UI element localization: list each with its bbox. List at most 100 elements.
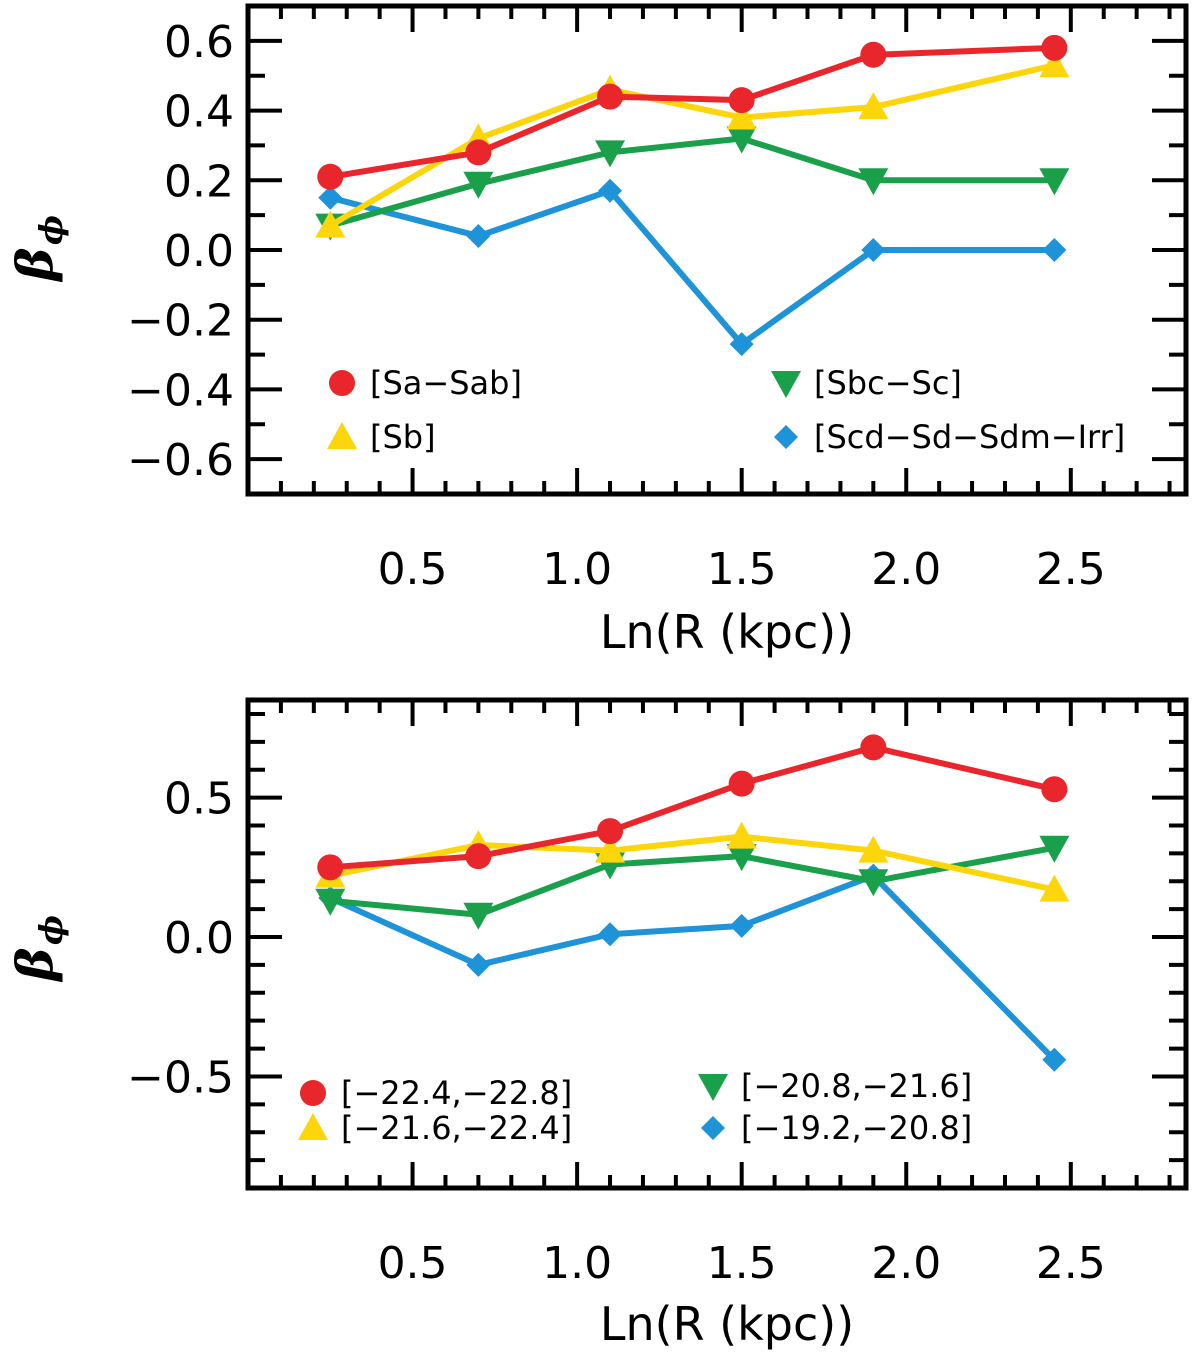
x-tick-label: 2.5 <box>1036 1238 1106 1289</box>
series-3 <box>318 863 1067 1072</box>
y-tick-label: 0.6 <box>164 17 234 68</box>
data-point <box>728 770 755 797</box>
data-point <box>598 178 623 203</box>
legend-item: [−19.2,−20.8] <box>701 1109 972 1147</box>
axis-ticks <box>248 700 1186 1190</box>
legend-label: [−20.8,−21.6] <box>741 1067 972 1105</box>
series-0 <box>317 734 1068 881</box>
data-point <box>729 332 754 357</box>
x-tick-label: 0.5 <box>378 544 448 595</box>
data-point <box>466 952 491 977</box>
legend-marker <box>698 1074 728 1101</box>
legend-label: [Sbc−Sc] <box>814 364 962 402</box>
y-axis-title: βϕ <box>5 915 70 983</box>
data-point <box>465 843 492 870</box>
legend-item: [−22.4,−22.8] <box>300 1074 572 1112</box>
x-axis-title: Ln(R (kpc)) <box>600 605 854 659</box>
x-tick-label: 2.0 <box>871 544 941 595</box>
x-tick-label: 1.5 <box>707 544 777 595</box>
legend: [Sa−Sab] [Sb] [Sbc−Sc] [Scd−Sd−Sdm−Irr] <box>327 364 1125 456</box>
data-point <box>597 818 624 845</box>
y-tick-label: 0.0 <box>164 913 234 964</box>
data-point <box>315 888 346 916</box>
data-point <box>726 126 757 154</box>
data-point <box>317 854 344 881</box>
data-point <box>858 835 889 863</box>
data-point <box>1039 874 1070 902</box>
data-point <box>598 922 623 947</box>
bottom-panel: 0.5 1.0 1.5 2.0 2.5 −0.5 0.0 0.5 Ln(R (kpc)) βϕ [−… <box>5 697 1189 1351</box>
data-point <box>858 869 889 897</box>
data-point <box>860 41 887 68</box>
series-line <box>329 833 1055 893</box>
y-tick-label: −0.2 <box>127 296 234 347</box>
series-line <box>329 187 1055 348</box>
data-point <box>315 210 346 238</box>
data-point <box>595 835 626 863</box>
legend-item: [Sbc−Sc] <box>771 364 962 402</box>
axis-ticks <box>248 4 1186 494</box>
data-point <box>858 92 889 120</box>
y-tick-label: −0.4 <box>127 365 234 416</box>
legend-item: [Sb] <box>327 418 436 456</box>
y-axis-symbol: β <box>5 247 64 282</box>
y-tick-label: 0.0 <box>164 226 234 277</box>
x-tick-label: 1.0 <box>542 1238 612 1289</box>
series-2 <box>315 835 1070 930</box>
legend-label: [−22.4,−22.8] <box>341 1074 572 1112</box>
data-point <box>463 902 494 930</box>
y-axis-title: βϕ <box>5 215 70 283</box>
y-axis-subscript: ϕ <box>32 915 70 945</box>
y-tick-label: −0.6 <box>127 435 234 486</box>
data-point <box>595 140 626 168</box>
legend-marker <box>329 370 355 396</box>
data-point <box>466 224 491 249</box>
series-0 <box>317 34 1068 190</box>
data-point <box>1042 238 1067 262</box>
series-3 <box>318 178 1067 357</box>
legend: [−22.4,−22.8][−21.6,−22.4] [−20.8,−21.6] [… <box>298 1067 972 1147</box>
data-point <box>858 168 889 196</box>
series-line <box>329 44 1055 180</box>
legend-label: [Sa−Sab] <box>370 364 522 402</box>
data-point <box>317 163 344 190</box>
legend-label: [Scd−Sd−Sdm−Irr] <box>814 418 1125 456</box>
series-line <box>329 844 1055 918</box>
legend-marker <box>701 1116 725 1140</box>
legend-label: [Sb] <box>370 418 436 456</box>
data-point <box>726 844 757 872</box>
legend-item: [−20.8,−21.6] <box>698 1067 972 1105</box>
legend-label: [−21.6,−22.4] <box>341 1109 572 1147</box>
legend-marker <box>300 1080 326 1106</box>
series-line <box>329 135 1055 229</box>
series-line <box>330 744 1056 871</box>
data-point <box>861 238 886 262</box>
data-point <box>1039 835 1070 863</box>
data-point <box>1039 168 1070 196</box>
legend-item: [Scd−Sd−Sdm−Irr] <box>774 418 1125 456</box>
legend-marker <box>771 371 801 398</box>
data-point <box>1041 34 1068 61</box>
legend-label: [−19.2,−20.8] <box>741 1109 972 1147</box>
legend-item: [−21.6,−22.4] <box>298 1109 572 1147</box>
data-point <box>729 913 754 938</box>
legend-item: [Sa−Sab] <box>329 364 522 402</box>
data-point <box>726 821 757 849</box>
x-tick-label: 0.5 <box>378 1238 448 1289</box>
data-point <box>463 171 494 199</box>
data-point <box>1039 50 1070 78</box>
y-tick-label: −0.5 <box>127 1052 234 1103</box>
y-axis-subscript: ϕ <box>32 215 70 245</box>
legend-marker <box>298 1113 328 1140</box>
y-tick-label: 0.2 <box>164 156 234 207</box>
data-point <box>726 102 757 130</box>
plot-frame <box>245 697 1189 1191</box>
series-line <box>328 62 1056 229</box>
top-panel: 0.5 1.0 1.5 2.0 2.5 −0.6 −0.4 −0.2 0.0 0.2 0.4 0.6 L… <box>5 3 1189 659</box>
series-2 <box>315 126 1070 241</box>
y-tick-label: 0.4 <box>164 87 234 138</box>
data-point <box>318 185 343 210</box>
y-axis-symbol: β <box>5 947 64 982</box>
data-point <box>1042 1047 1067 1072</box>
